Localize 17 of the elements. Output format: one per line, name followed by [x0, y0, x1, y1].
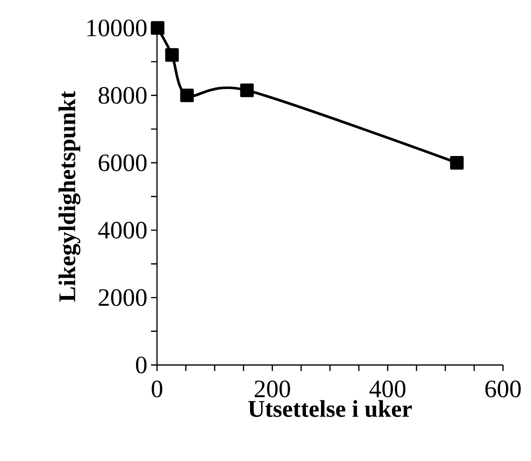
y-tick-label: 4000 — [98, 222, 147, 239]
y-tick-label: 10000 — [87, 20, 147, 36]
y-axis-title: Likegyldighetspunkt — [58, 90, 80, 302]
y-tick-label: 0 — [136, 356, 147, 374]
x-tick-label: 200 — [254, 380, 290, 398]
x-tick-label: 600 — [485, 380, 521, 398]
y-tick-label: 6000 — [98, 154, 147, 172]
point — [450, 156, 464, 170]
point — [150, 21, 164, 35]
point — [165, 48, 179, 62]
point — [240, 84, 254, 98]
x-tick-label: 400 — [369, 380, 406, 398]
point — [180, 88, 194, 102]
y-tick-label: 2000 — [98, 289, 147, 306]
y-tick-label: 8000 — [98, 86, 147, 104]
x-tick-label: 0 — [152, 380, 162, 398]
x-axis-title: Utsettelse i uker — [248, 400, 412, 418]
